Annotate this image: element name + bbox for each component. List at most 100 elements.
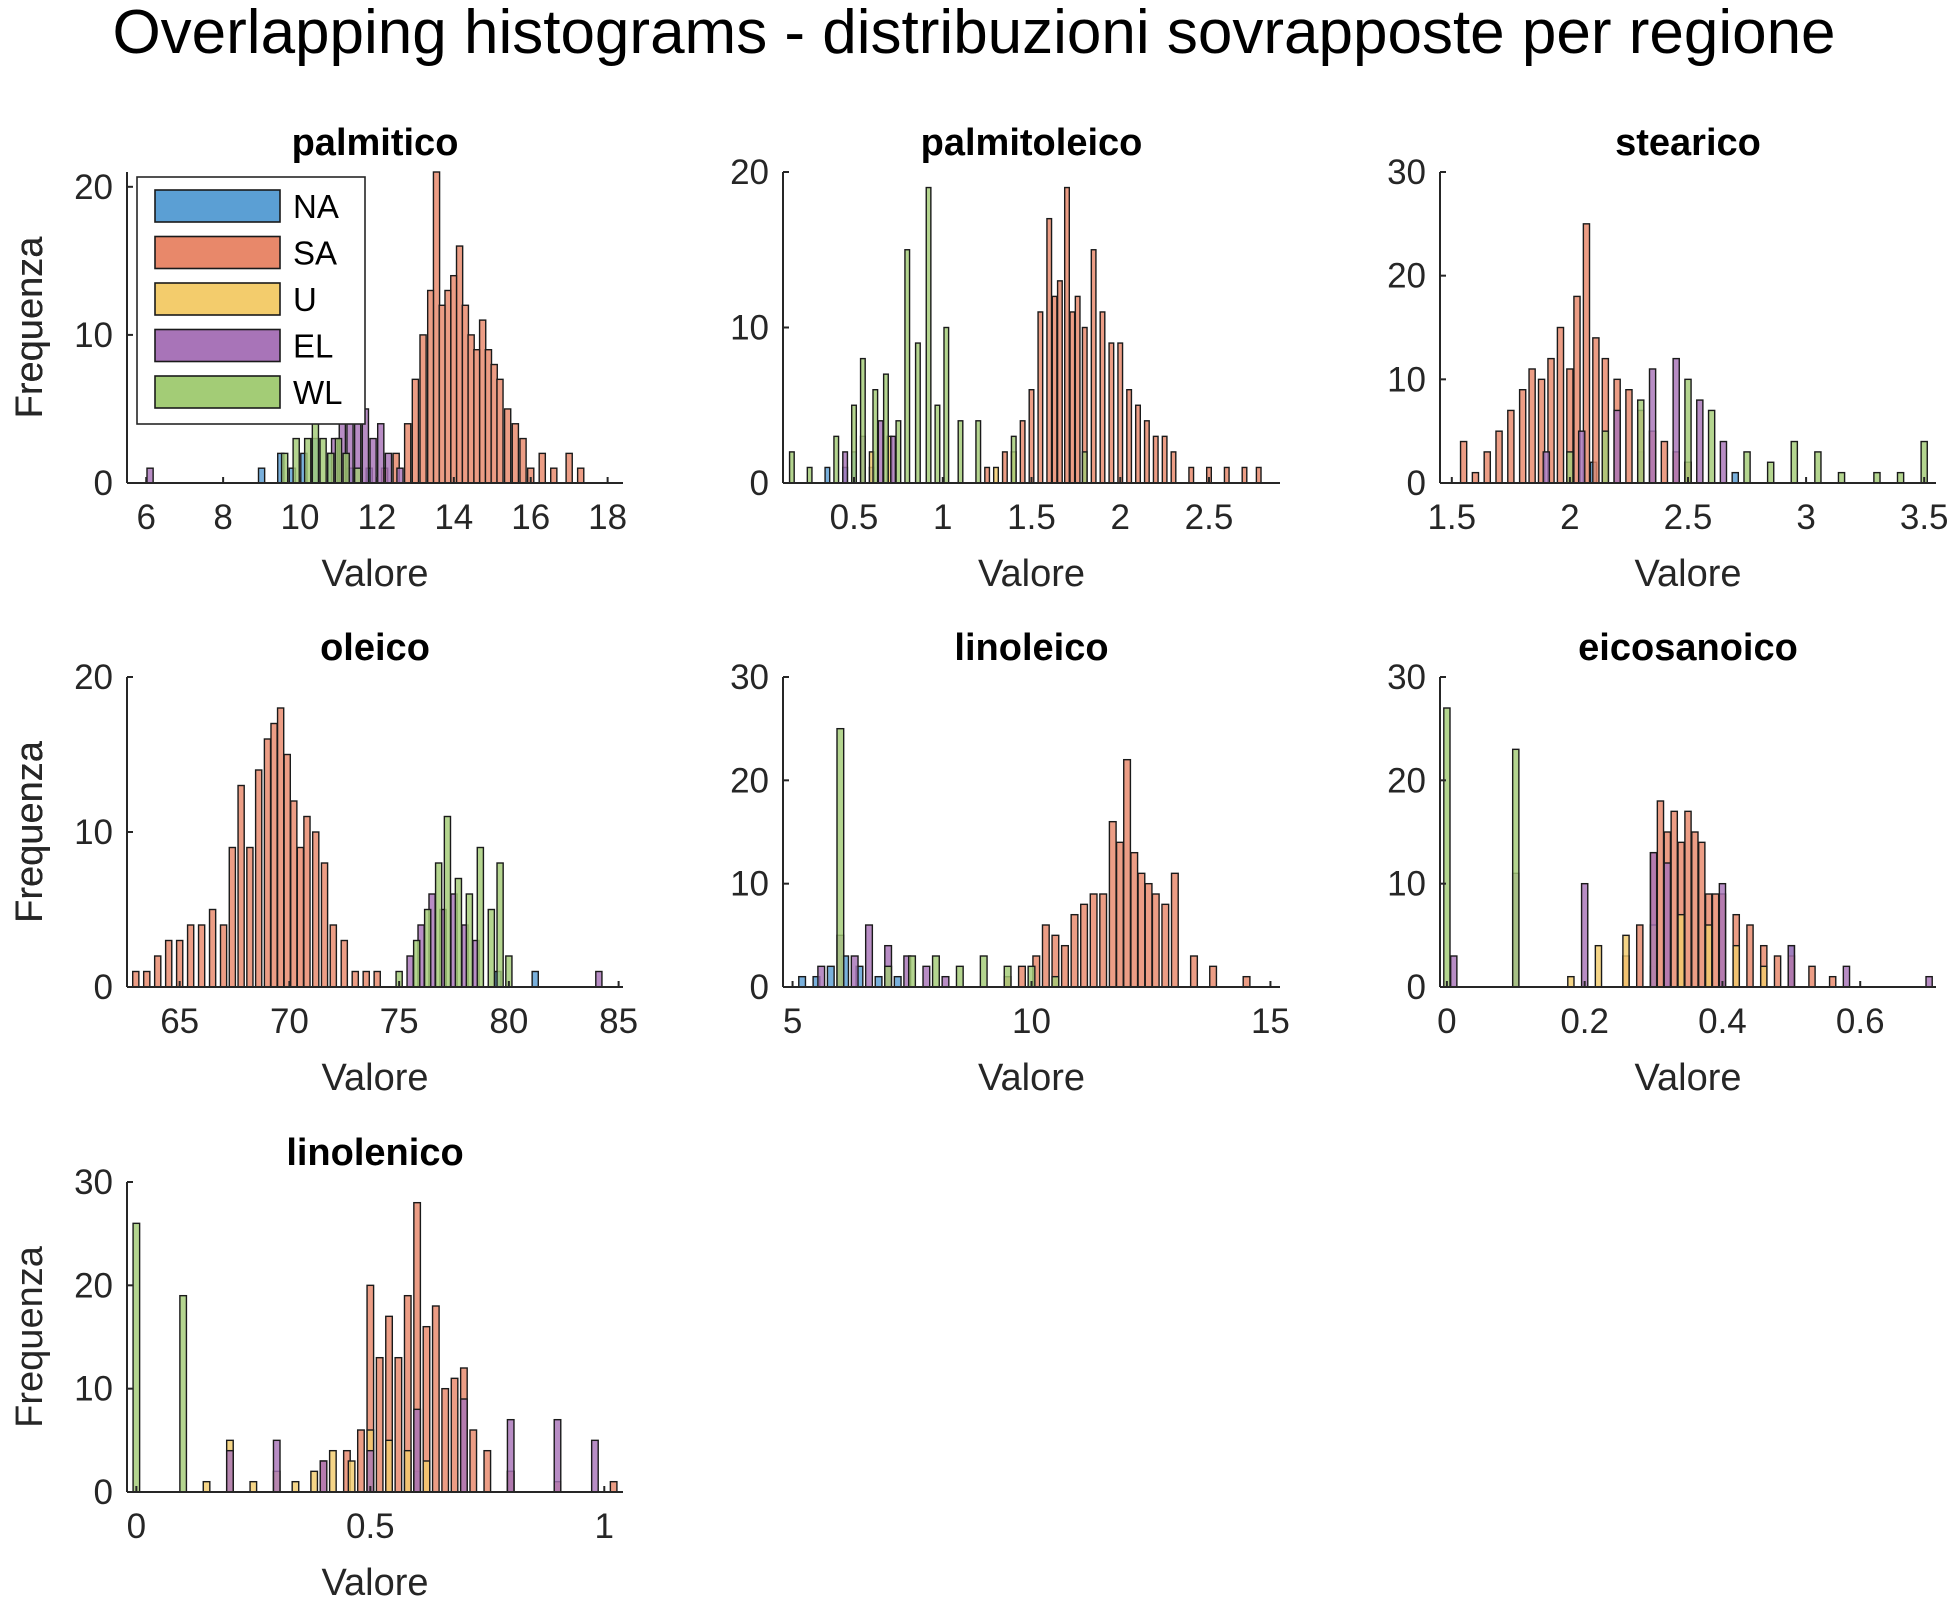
bar-SA (1170, 872, 1179, 988)
bar-WL (454, 877, 463, 988)
bar-WL (412, 939, 421, 988)
x-tick-label: 2.5 (1185, 498, 1234, 537)
bar-SA (1137, 872, 1146, 988)
bar-SA (351, 970, 360, 988)
x-axis-label: Valore (1634, 1057, 1741, 1099)
legend: NA SA U EL WL (136, 176, 366, 425)
subplot-palmitico: 6 8 10 12 14 16 18 0 10 20 palmitico Valore Frequenz… (9, 122, 627, 595)
bar-SA (576, 467, 585, 484)
x-tick-label: 70 (270, 1002, 309, 1041)
bar-U (1732, 944, 1741, 988)
bar-EL (1649, 851, 1658, 988)
bar-SA (1697, 841, 1706, 988)
legend-swatch-NA (154, 189, 281, 223)
bar-WL (132, 1222, 141, 1493)
bar-SA (1069, 311, 1076, 484)
bar-WL (934, 404, 941, 484)
bar-EL (1542, 451, 1551, 484)
subplot-oleico: 65 70 75 80 85 0 10 20 oleico Valore Frequenza (9, 627, 638, 1099)
x-axis-label: Valore (321, 1562, 428, 1604)
bar-WL (1081, 451, 1088, 484)
bar-SA (1108, 820, 1117, 988)
y-axis-label: Frequenza (9, 236, 51, 419)
bar-SA (1255, 466, 1262, 484)
bar-SA (1117, 342, 1124, 484)
subplot-title: eicosanoico (1578, 627, 1798, 669)
y-axis-label: Frequenza (9, 740, 51, 923)
bar-SA (340, 939, 349, 988)
bar-EL (369, 437, 377, 484)
bar-WL (943, 326, 950, 484)
bar-EL (817, 965, 826, 988)
bar-SA (186, 924, 195, 988)
y-tick-label: 30 (1387, 153, 1426, 192)
bar-EL (1580, 882, 1589, 988)
bar-WL (859, 357, 866, 484)
subplot-title: linoleico (954, 627, 1108, 669)
x-axis-label: Valore (321, 553, 428, 595)
subplot-eicosanoico: 0 0.2 0.4 0.6 0 10 20 30 eicosanoico Valore Freque… (9, 627, 1936, 1099)
bar-SA (1188, 466, 1195, 484)
bar-WL (931, 955, 940, 988)
bar-SA (164, 939, 173, 988)
bar-WL (907, 955, 917, 988)
x-tick-label: 5 (783, 1002, 802, 1041)
x-tick-label: 2 (1111, 498, 1130, 537)
bar-SA (1209, 965, 1218, 988)
bar-WL (1010, 435, 1017, 484)
y-tick-label: 10 (730, 865, 769, 904)
bar-EL (413, 1408, 422, 1493)
bar-WL (423, 908, 432, 988)
bar-WL (925, 186, 932, 484)
bar-SA (290, 800, 298, 988)
bar-WL (1636, 399, 1645, 484)
y-tick-label: 0 (94, 968, 113, 1007)
y-tick-label: 10 (730, 309, 769, 348)
bar-SA (1089, 893, 1098, 988)
y-tick-label: 20 (74, 1266, 113, 1305)
bar-SA (1656, 800, 1665, 988)
x-axis-label: Valore (1634, 553, 1741, 595)
bar-SA (1063, 186, 1070, 484)
bar-WL (1790, 440, 1799, 484)
bar-WL (833, 435, 840, 484)
bar-EL (890, 435, 897, 484)
bar-EL (941, 975, 950, 988)
bar-SA (1134, 404, 1141, 484)
bar-SA (1691, 831, 1699, 988)
bar-SA (503, 408, 512, 484)
bar-SA (1635, 924, 1644, 988)
bar-SA (132, 970, 140, 988)
bar-WL (1511, 748, 1520, 988)
x-tick-label: 85 (599, 1002, 638, 1041)
x-tick-label: 2 (1560, 498, 1579, 537)
x-axis-label: Valore (321, 1057, 428, 1099)
bar-SA (450, 1377, 459, 1493)
subplot-stearico: 1.5 2 2.5 3 3.50102030stearicoValoreFrequenz… (9, 122, 1947, 595)
bar-NA (1731, 471, 1740, 484)
bar-EL (1925, 975, 1933, 988)
x-tick-label: 3.5 (1900, 498, 1947, 537)
bar-SA (320, 862, 329, 988)
bar-EL (384, 452, 393, 484)
subplot-title: linolenico (286, 1132, 463, 1174)
subplot-title: stearico (1615, 122, 1761, 164)
legend-swatch-SA (154, 235, 281, 270)
bar-SA (1670, 810, 1679, 988)
bar-WL (882, 373, 889, 484)
x-tick-label: 1.5 (1427, 498, 1476, 537)
y-tick-label: 10 (1387, 865, 1426, 904)
bar-WL (895, 420, 902, 484)
bar-NA (531, 970, 539, 988)
bar-SA (1028, 389, 1035, 484)
bar-SA (175, 939, 184, 988)
bar-WL (975, 420, 982, 484)
bar-WL (319, 437, 327, 484)
bar-SA (362, 970, 370, 988)
bar-SA (483, 1449, 492, 1493)
bar-SA (1056, 280, 1063, 484)
bar-EL (272, 1439, 281, 1493)
bar-EL (406, 955, 414, 988)
